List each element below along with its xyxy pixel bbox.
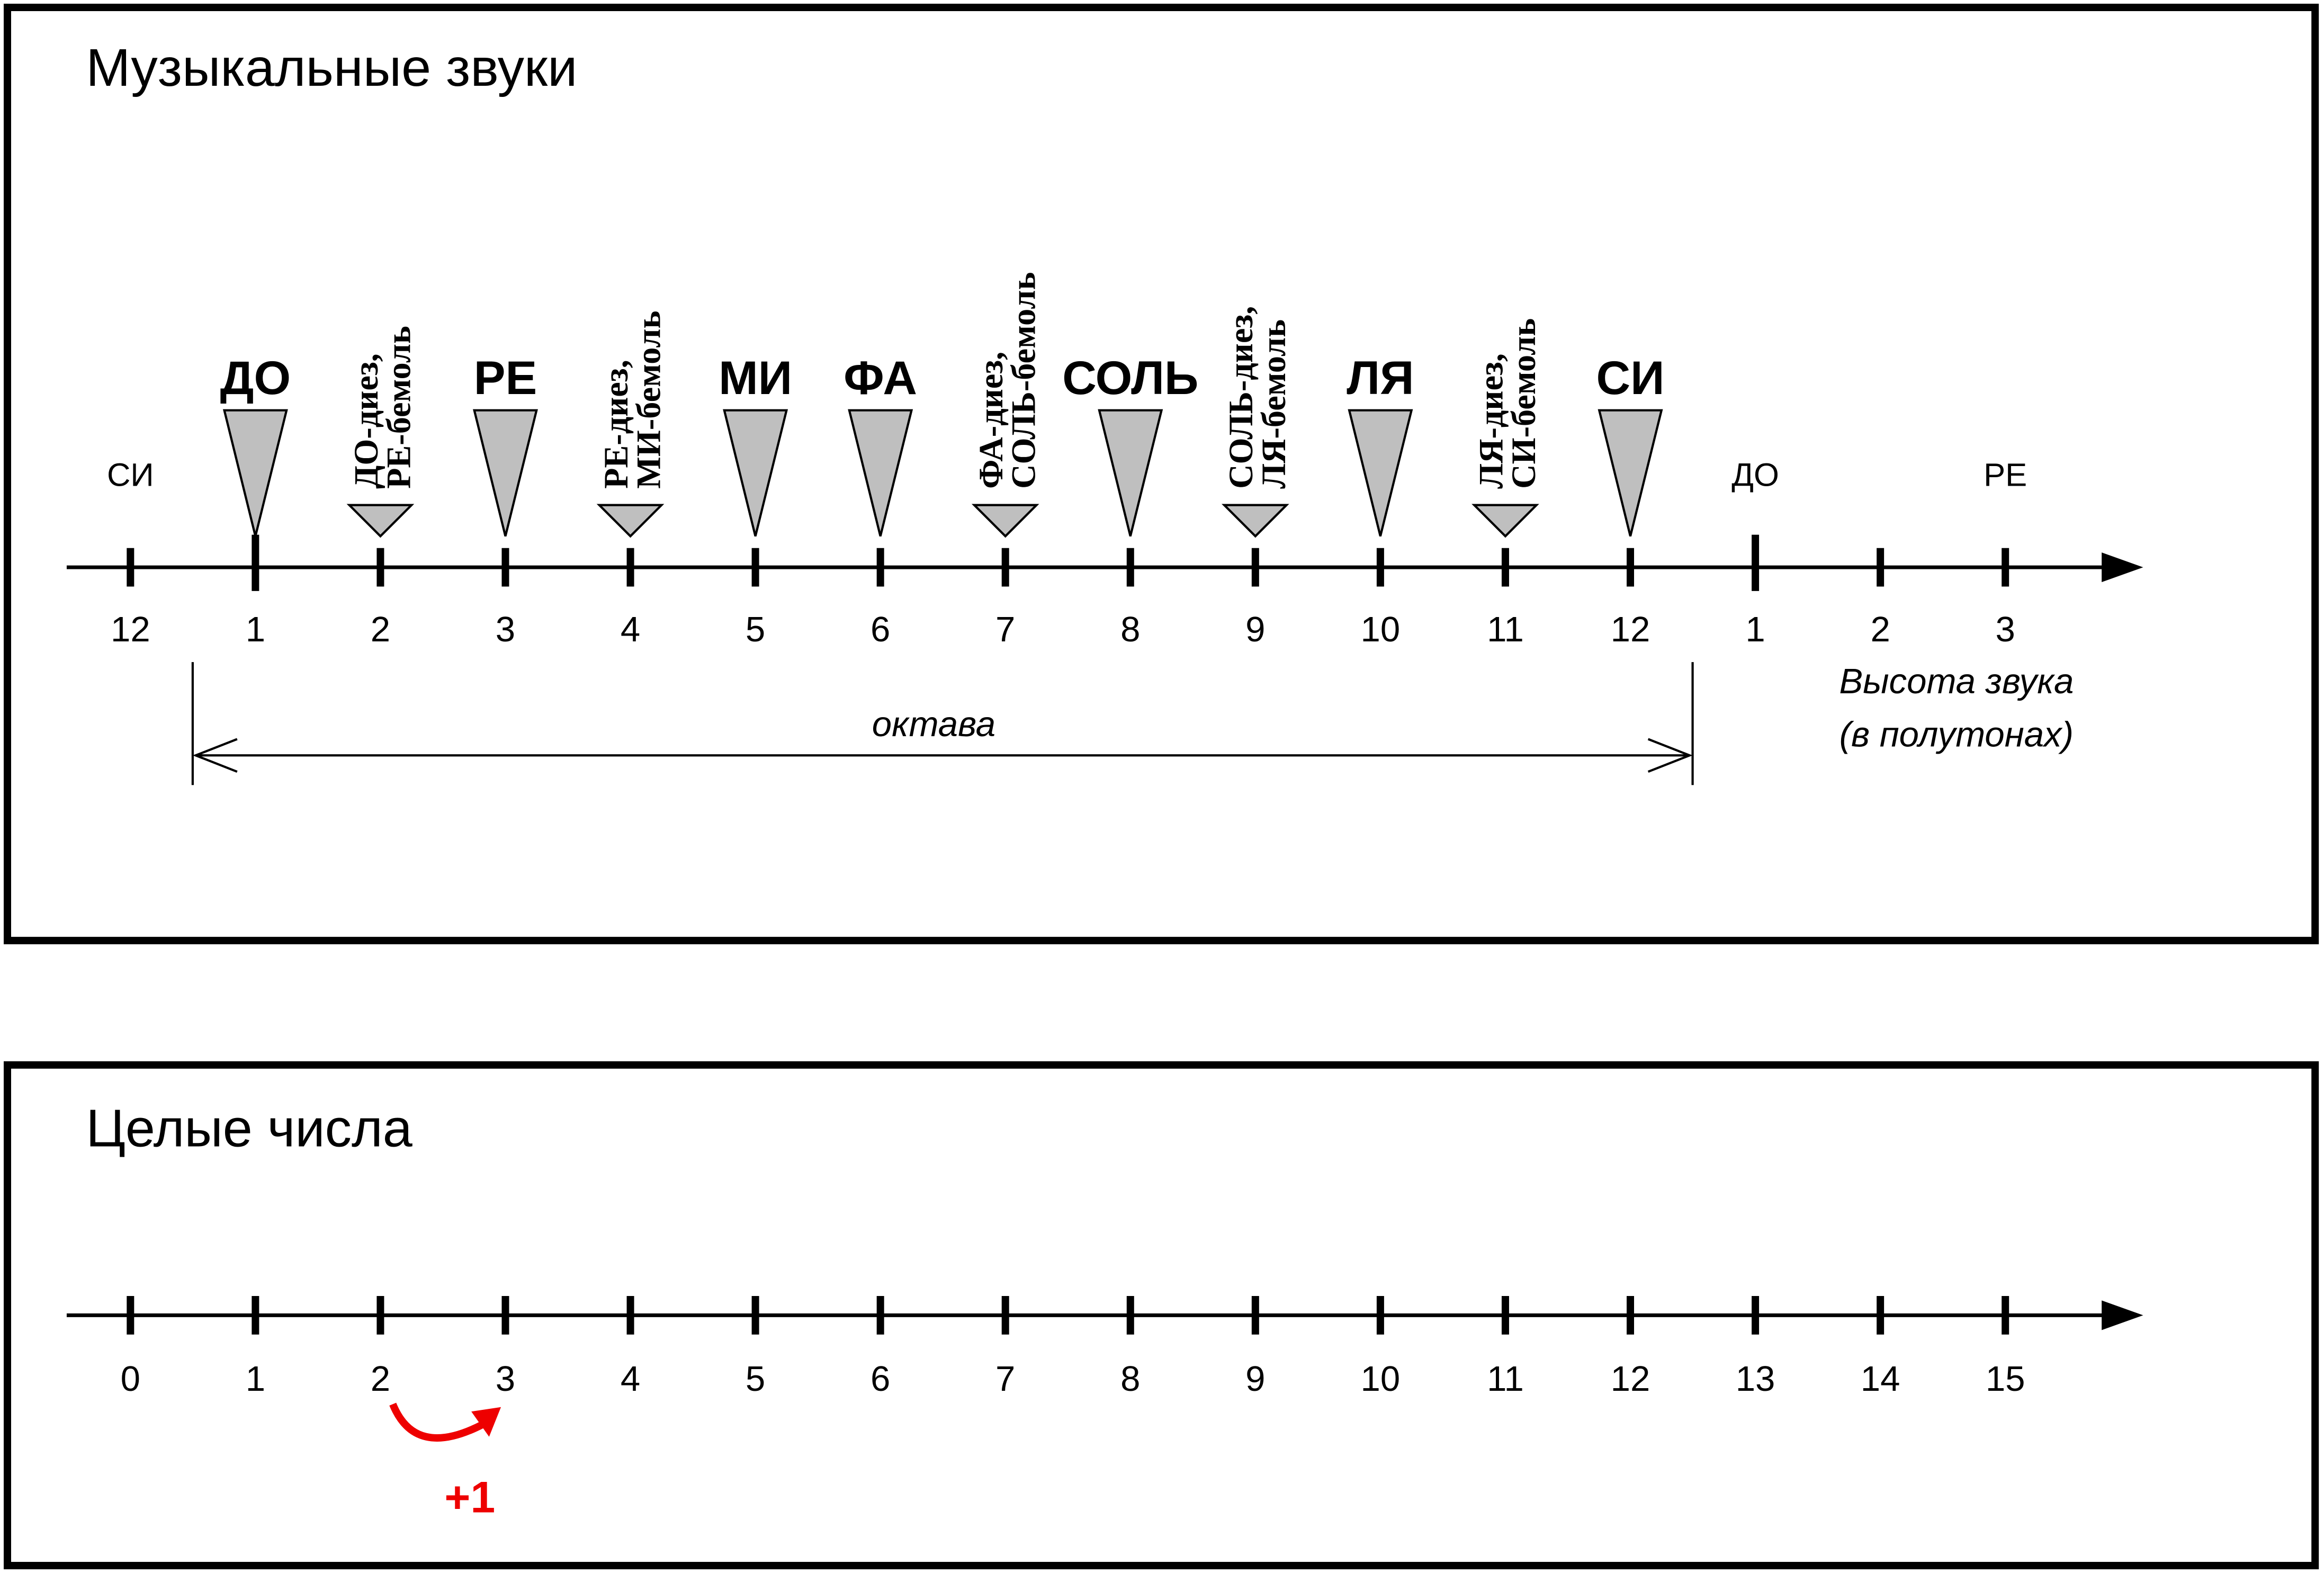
tick-label: 12 xyxy=(111,610,150,649)
tick-label: 0 xyxy=(121,1359,140,1399)
note-marker xyxy=(1348,409,1413,537)
step-arrowhead xyxy=(471,1407,501,1437)
tick-label: 5 xyxy=(746,610,765,649)
note-label: ДО xyxy=(220,351,291,404)
tick-label: 9 xyxy=(1245,610,1265,649)
accidental-label: ЛЯ-бемоль xyxy=(1255,319,1293,489)
note-marker xyxy=(473,409,538,537)
accidental-label: РЕ-диез, xyxy=(597,360,635,489)
outer-note-label: РЕ xyxy=(1984,457,2027,493)
accidental-marker xyxy=(1221,504,1289,538)
axis-arrow xyxy=(2102,552,2143,583)
tick-label: 12 xyxy=(1611,610,1650,649)
axis-label: (в полутонах) xyxy=(1840,715,2074,755)
panel-title: Целые числа xyxy=(86,1099,412,1158)
tick-label: 4 xyxy=(621,1359,640,1399)
axis-arrow xyxy=(2102,1300,2143,1330)
outer-note-label: ДО xyxy=(1731,457,1779,493)
tick-label: 1 xyxy=(1745,610,1765,649)
tick-label: 3 xyxy=(1996,610,2015,649)
note-label: ФА xyxy=(844,351,917,404)
tick-label: 9 xyxy=(1245,1359,1265,1399)
tick-label: 7 xyxy=(995,610,1015,649)
accidental-label: ЛЯ-диез, xyxy=(1472,353,1510,489)
note-marker xyxy=(1598,409,1663,537)
tick-label: 8 xyxy=(1120,1359,1140,1399)
tick-label: 2 xyxy=(371,1359,390,1399)
accidental-label: МИ-бемоль xyxy=(630,311,668,489)
tick-label: 2 xyxy=(371,610,390,649)
note-marker xyxy=(222,409,288,537)
tick-label: 14 xyxy=(1861,1359,1900,1399)
note-label: МИ xyxy=(719,351,792,404)
note-marker xyxy=(723,409,788,537)
accidental-label: ФА-диез, xyxy=(972,352,1010,489)
accidental-marker xyxy=(346,504,415,538)
tick-label: 6 xyxy=(871,610,890,649)
accidental-label: РЕ-бемоль xyxy=(380,326,417,489)
tick-label: 10 xyxy=(1361,1359,1401,1399)
tick-label: 15 xyxy=(1986,1359,2025,1399)
panel-frame xyxy=(3,3,2319,944)
tick-label: 5 xyxy=(746,1359,765,1399)
tick-label: 2 xyxy=(1870,610,1890,649)
tick-label: 3 xyxy=(496,1359,515,1399)
panel-title: Музыкальные звуки xyxy=(86,38,577,97)
accidental-label: ДО-диез, xyxy=(347,353,385,489)
tick-label: 1 xyxy=(246,1359,265,1399)
accidental-label: СОЛЬ-диез, xyxy=(1222,306,1260,489)
tick-label: 8 xyxy=(1120,610,1140,649)
tick-label: 12 xyxy=(1611,1359,1650,1399)
note-label: ЛЯ xyxy=(1347,351,1414,404)
accidental-marker xyxy=(596,504,665,538)
step-arrow xyxy=(389,1402,483,1442)
accidental-marker xyxy=(971,504,1039,538)
octave-label: октава xyxy=(872,704,995,744)
note-label: СОЛЬ xyxy=(1062,351,1198,404)
note-marker xyxy=(848,409,913,537)
accidental-marker xyxy=(1471,504,1539,538)
tick-label: 4 xyxy=(621,610,640,649)
tick-label: 3 xyxy=(496,610,515,649)
tick-label: 11 xyxy=(1487,610,1524,649)
outer-note-label: СИ xyxy=(107,457,154,493)
step-label: +1 xyxy=(444,1472,495,1522)
accidental-label: СИ-бемоль xyxy=(1505,318,1542,489)
panel-frame xyxy=(3,1061,2319,1570)
tick-label: 11 xyxy=(1487,1359,1524,1399)
octave-arrowheads xyxy=(192,738,1693,773)
note-label: РЕ xyxy=(474,351,537,404)
tick-label: 13 xyxy=(1736,1359,1775,1399)
accidental-label: СОЛЬ-бемоль xyxy=(1005,272,1043,489)
note-marker xyxy=(1098,409,1163,537)
tick-label: 7 xyxy=(995,1359,1015,1399)
axis-label: Высота звука xyxy=(1839,662,2074,701)
note-label: СИ xyxy=(1596,351,1664,404)
tick-label: 6 xyxy=(871,1359,890,1399)
tick-label: 1 xyxy=(246,610,265,649)
tick-label: 10 xyxy=(1361,610,1401,649)
